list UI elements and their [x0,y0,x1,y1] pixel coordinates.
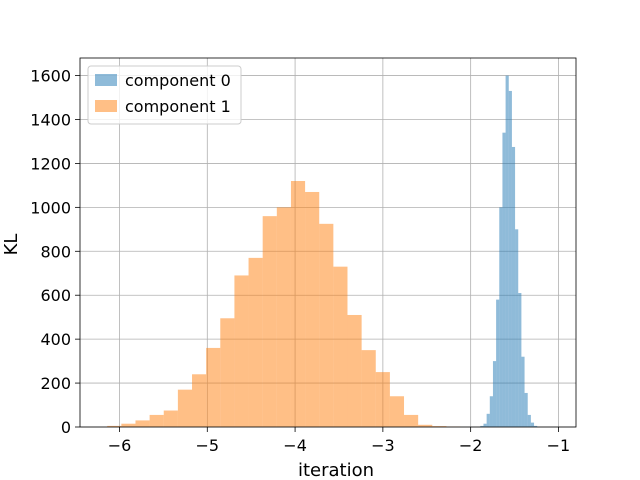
histogram-bar [290,181,306,427]
x-tick-label: −4 [283,436,307,455]
y-tick-label: 1400 [30,111,71,130]
histogram-bar [375,372,390,427]
histogram-bar [347,314,362,427]
plot-frame [79,57,577,428]
histogram-bar [192,374,207,427]
histogram-bar [518,293,522,427]
histogram-bar [404,414,419,427]
histogram-bar [333,266,348,427]
series-component-0 [480,75,538,428]
histogram-bar [480,425,484,427]
histogram-bar [361,350,376,427]
histogram-bar [499,207,503,427]
axes-layer [79,57,577,428]
y-tick-label: 1600 [30,67,71,86]
y-tick-label: 0 [61,418,71,437]
legend-label-component-1: component 1 [125,97,231,116]
x-tick-label: −5 [195,436,219,455]
histogram-bar [530,422,535,427]
y-tick-label: 1200 [30,154,71,173]
histogram-bar [508,90,512,428]
histogram-bar [319,223,334,427]
series-component-1 [107,181,461,427]
histogram-bar [502,132,506,427]
legend-box [87,65,242,125]
histogram-bar [486,413,490,427]
y-tick-label: 400 [40,330,71,349]
x-tick-label: −6 [108,436,132,455]
histogram-bar [521,356,525,427]
legend-swatch-component-1 [95,100,117,112]
histogram-bar [527,414,531,427]
y-tick-label: 600 [40,286,71,305]
ticks-layer: −6 −5 −4 −3 −2 −1 0 200 400 600 800 1000 1200 1400 160… [30,67,570,455]
labels-layer: iteration KL [1,234,374,480]
y-axis-label: KL [1,234,22,256]
x-tick-label: −3 [371,436,395,455]
legend-label-component-0: component 0 [125,71,231,90]
x-tick-label: −2 [459,436,483,455]
histogram-bar [305,191,320,427]
histogram-bar [389,396,405,427]
y-tick-label: 1000 [30,198,71,217]
histogram-bar [262,216,277,427]
histogram-bar [121,423,136,427]
y-tick-label: 800 [40,242,71,261]
histogram-bar [524,392,528,427]
histogram-bar [492,361,497,427]
histogram-bar [149,414,164,427]
histogram-bar [418,424,433,427]
histogram-bar [276,207,291,427]
x-axis-label: iteration [298,460,374,480]
histogram-bar [107,425,122,427]
histogram-bar [177,389,193,427]
bars-layer [107,75,538,428]
legend: component 0 component 1 [87,65,242,125]
y-tick-label: 200 [40,374,71,393]
histogram-bar [135,420,150,427]
histogram-bar [496,299,500,427]
histogram-bar [248,257,263,427]
histogram-bar [220,318,235,427]
x-tick-label: −1 [547,436,571,455]
histogram-bar [234,275,249,427]
histogram-bar [483,423,487,427]
histogram-bar [206,347,221,427]
histogram-bar [432,426,447,427]
legend-swatch-component-0 [95,74,117,86]
histogram-bar [489,396,493,427]
histogram-bar [163,410,178,427]
histogram-bar [534,425,538,427]
histogram-bar [515,229,519,427]
histogram-bar [511,146,516,427]
histogram-bar [505,75,509,428]
